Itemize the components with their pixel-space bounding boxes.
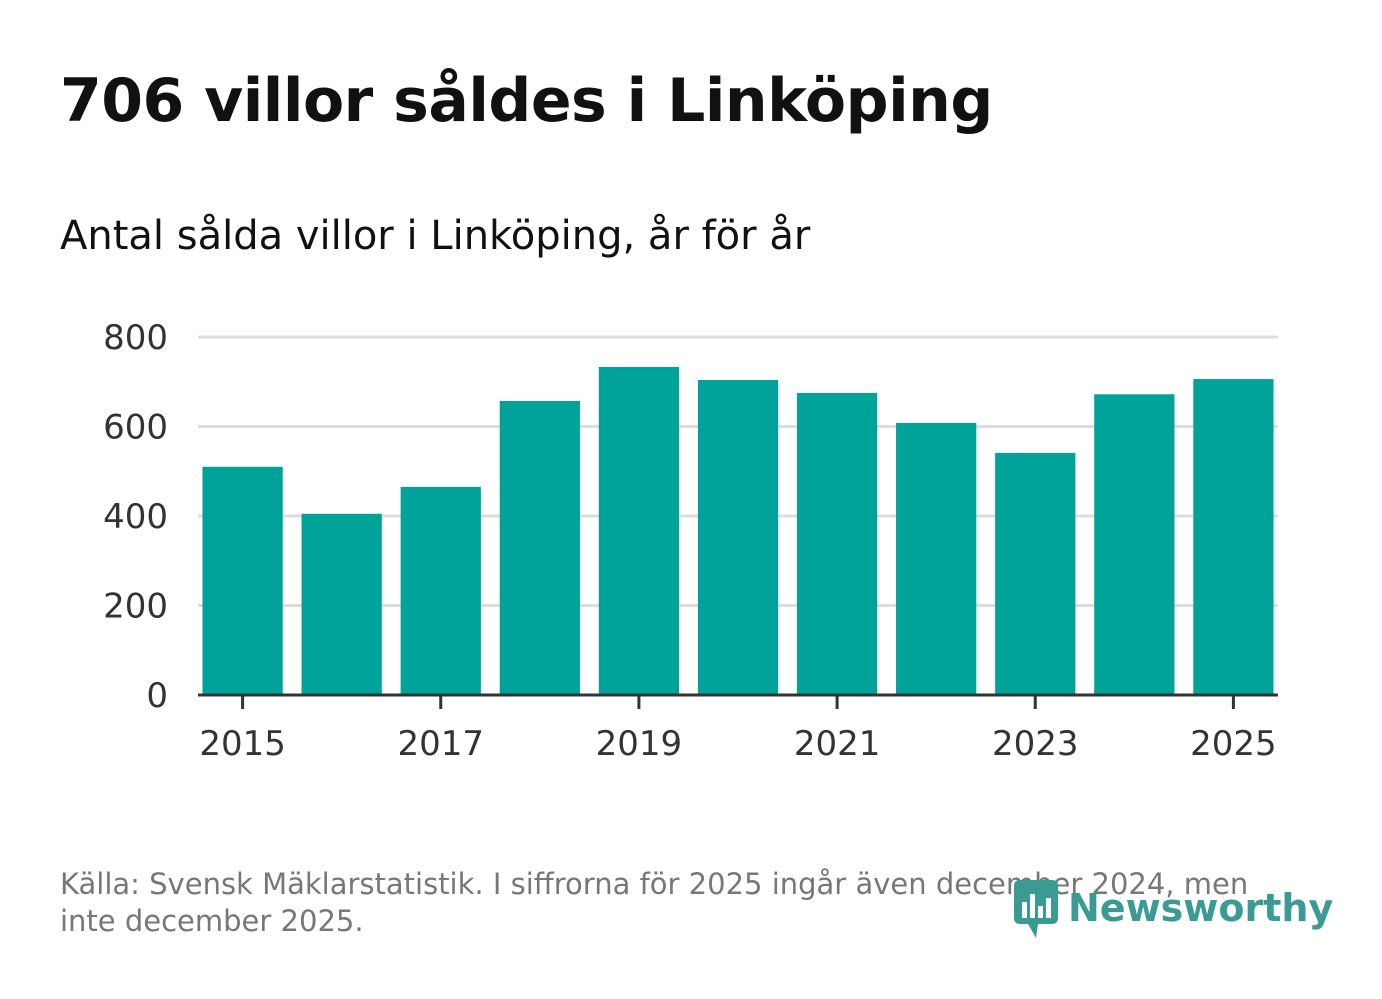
y-tick-label: 200 <box>103 587 168 627</box>
newsworthy-logo: Newsworthy <box>1012 876 1333 940</box>
bar-2017 <box>400 486 481 695</box>
chart-title: Antal sålda villor i Linköping, år för å… <box>60 213 811 259</box>
bar-2025 <box>1193 379 1274 695</box>
bar-2018 <box>499 400 580 695</box>
y-tick-label: 800 <box>103 318 168 358</box>
x-tick-label: 2019 <box>596 724 683 764</box>
x-tick-label: 2025 <box>1190 724 1277 764</box>
bar-2019 <box>598 366 680 695</box>
y-tick-label: 0 <box>146 676 168 716</box>
y-tick-label: 600 <box>103 408 168 448</box>
bar-2021 <box>796 392 878 695</box>
newsworthy-logo-icon <box>1014 880 1058 938</box>
bar-2023 <box>995 452 1076 695</box>
bar-2020 <box>697 379 779 695</box>
x-tick-label: 2015 <box>199 724 286 764</box>
y-tick-label: 400 <box>103 497 168 537</box>
bar-2015 <box>202 466 283 695</box>
axes: 0 200 400 600 800 2015 2017 2019 2021 2023 2025 <box>103 318 1278 764</box>
chart-headline: 706 villor såldes i Linköping <box>60 66 993 136</box>
logo-text: Newsworthy <box>1068 886 1334 930</box>
x-tick-label: 2017 <box>397 724 484 764</box>
bar-2016 <box>301 513 382 695</box>
bars <box>202 366 1274 695</box>
x-tick-label: 2023 <box>992 724 1079 764</box>
x-tick-label: 2021 <box>794 724 881 764</box>
bar-2022 <box>896 422 977 695</box>
bar-2024 <box>1094 394 1175 695</box>
